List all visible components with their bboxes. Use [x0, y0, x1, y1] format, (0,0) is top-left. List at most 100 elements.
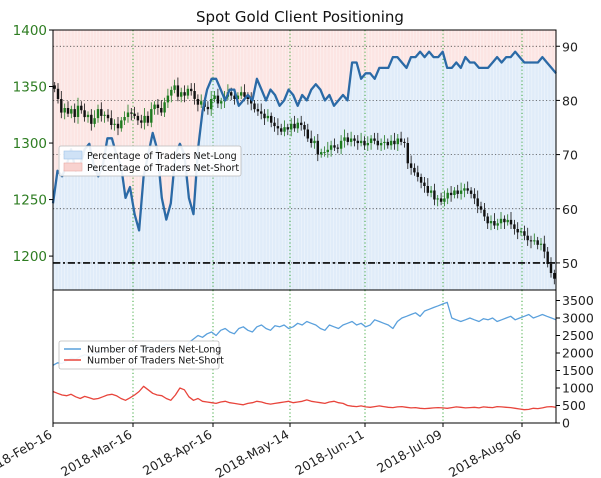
candle-body — [266, 115, 270, 119]
candle-body — [493, 221, 496, 226]
candle-body — [126, 112, 130, 117]
candle-body — [56, 88, 60, 99]
candle-body — [489, 221, 493, 224]
candle-body — [236, 95, 240, 99]
bottom-panel: 0 500 1000 1500 2000 2500 3000 3500 Number of T… — [52, 289, 594, 431]
candle-body — [140, 120, 143, 123]
candle-body — [486, 216, 489, 224]
candle-body — [446, 192, 449, 199]
bottom-right-tick-label: 500 — [562, 398, 586, 413]
candle-body — [76, 105, 80, 117]
candle-body — [160, 108, 163, 113]
net-short-fill-area — [53, 30, 556, 290]
candle-body — [426, 186, 429, 193]
candle-body — [459, 190, 463, 194]
candle-body — [283, 127, 286, 132]
candle-body — [363, 140, 366, 146]
candle-body — [509, 219, 513, 225]
x-tick-label: 2018-Aug-06 — [446, 427, 524, 478]
candle-body — [280, 128, 283, 132]
candle-body — [263, 113, 266, 119]
candle-body — [276, 126, 280, 129]
candle-body — [396, 138, 399, 145]
candle-body — [353, 138, 356, 141]
top-legend-label: Percentage of Traders Net-Short — [87, 163, 239, 174]
candle-body — [210, 99, 213, 110]
candle-body — [93, 118, 96, 124]
candle-body — [533, 240, 536, 242]
bottom-right-tick-label: 1500 — [562, 363, 594, 378]
candle-body — [163, 102, 166, 113]
candle-body — [153, 104, 156, 110]
left-tick-label: 1200 — [13, 249, 47, 265]
candle-body — [499, 218, 503, 224]
candle-body — [310, 138, 313, 143]
candle-body — [180, 92, 183, 97]
top-legend-swatch — [63, 162, 83, 172]
candle-body — [63, 108, 66, 113]
candle-body — [146, 115, 150, 123]
candle-body — [133, 113, 136, 116]
candle-body — [120, 120, 123, 129]
candle-body — [156, 104, 160, 108]
candle-body — [300, 122, 303, 125]
candle-body — [106, 114, 110, 119]
x-tick-label: 2018-Mar-16 — [58, 427, 134, 478]
net-long-pct-line — [51, 50, 557, 232]
candle-body — [243, 92, 246, 97]
candle-body — [170, 89, 173, 96]
candle-body — [260, 111, 263, 114]
candle-body — [253, 103, 256, 110]
candle-body — [463, 188, 466, 191]
candle-body — [399, 138, 403, 142]
candle-body — [233, 95, 236, 99]
candle-body — [333, 145, 336, 148]
right-tick-label: 80 — [562, 93, 578, 108]
candle-body — [386, 141, 389, 146]
candle-body — [546, 251, 549, 264]
candle-body — [523, 231, 526, 236]
candle-body — [339, 140, 343, 149]
candle-body — [230, 92, 233, 96]
candle-body — [443, 198, 446, 202]
candle-body — [96, 109, 100, 119]
candle-body — [536, 240, 539, 245]
candle-body — [483, 209, 486, 217]
x-tick-label: 2018-May-14 — [213, 427, 292, 478]
candle-body — [543, 243, 546, 252]
candle-body — [80, 105, 83, 111]
x-tick-label: 2018-Jun-11 — [292, 427, 366, 478]
trader-count-line — [52, 385, 557, 411]
candle-body — [113, 123, 116, 125]
candle-body — [346, 137, 349, 142]
left-tick-label: 1400 — [13, 23, 47, 39]
x-tick-label: 2018-Jul-09 — [374, 427, 444, 476]
top-legend-swatch — [63, 150, 83, 160]
candle-body — [176, 85, 180, 97]
candle-body — [296, 122, 299, 129]
right-axis-ticks: 50 60 70 80 90 — [556, 39, 578, 271]
candle-body — [166, 95, 170, 103]
candle-body — [100, 109, 103, 116]
candle-body — [60, 99, 63, 113]
candle-body — [183, 92, 186, 96]
candle-body — [526, 235, 529, 241]
x-axis-ticks: 18-Feb-16 2018-Mar-16 2018-Apr-162018-May-… — [0, 423, 524, 478]
candle-body — [469, 190, 473, 194]
candle-body — [326, 149, 329, 153]
net-long-percentage-line — [51, 50, 557, 232]
candle-body — [320, 152, 323, 155]
candle-body — [246, 96, 250, 99]
candle-body — [503, 218, 506, 223]
left-axis-ticks: 1200 1250 1300 1350 1400 — [13, 23, 53, 265]
candle-body — [213, 95, 216, 99]
candle-body — [406, 143, 409, 164]
candle-body — [83, 110, 86, 118]
candle-body — [383, 141, 386, 143]
candle-body — [73, 109, 76, 117]
candle-body — [110, 118, 113, 125]
candle-body — [409, 163, 413, 168]
candle-body — [86, 114, 90, 118]
candle-body — [206, 106, 210, 110]
